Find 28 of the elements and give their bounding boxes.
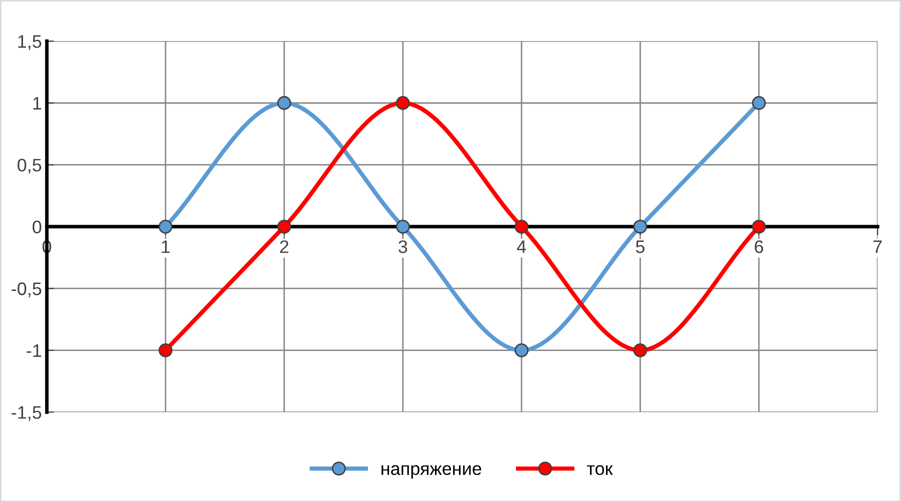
y-tick-label: -1 xyxy=(26,344,42,357)
x-tick-label: 4 xyxy=(516,240,526,253)
point xyxy=(277,220,292,234)
x-tick-label: 5 xyxy=(636,240,644,254)
y-tick-label: -0,5 xyxy=(12,282,42,298)
x-tick-label: 6 xyxy=(754,240,764,254)
point xyxy=(396,96,410,110)
point xyxy=(633,220,648,234)
point xyxy=(514,220,528,234)
x-tick-label: 7 xyxy=(873,240,882,253)
point xyxy=(396,220,410,234)
x-tick-label: 2 xyxy=(280,240,288,253)
y-tick-label: 0 xyxy=(32,220,42,234)
point xyxy=(633,343,648,358)
y-tick-label: -1,5 xyxy=(12,406,42,421)
x-tick-label: 1 xyxy=(162,240,170,253)
point xyxy=(514,343,528,358)
point xyxy=(277,96,292,110)
legend-label: ток xyxy=(586,465,613,476)
point xyxy=(752,96,766,110)
point xyxy=(158,343,172,358)
y-tick-label: 1 xyxy=(33,97,42,110)
point xyxy=(158,220,172,234)
y-tick-label: 1,5 xyxy=(18,35,42,50)
point xyxy=(752,220,766,234)
y-tick-label: 0,5 xyxy=(18,158,42,174)
x-tick-label: 3 xyxy=(398,240,408,254)
legend-label: напряжение xyxy=(382,465,482,479)
